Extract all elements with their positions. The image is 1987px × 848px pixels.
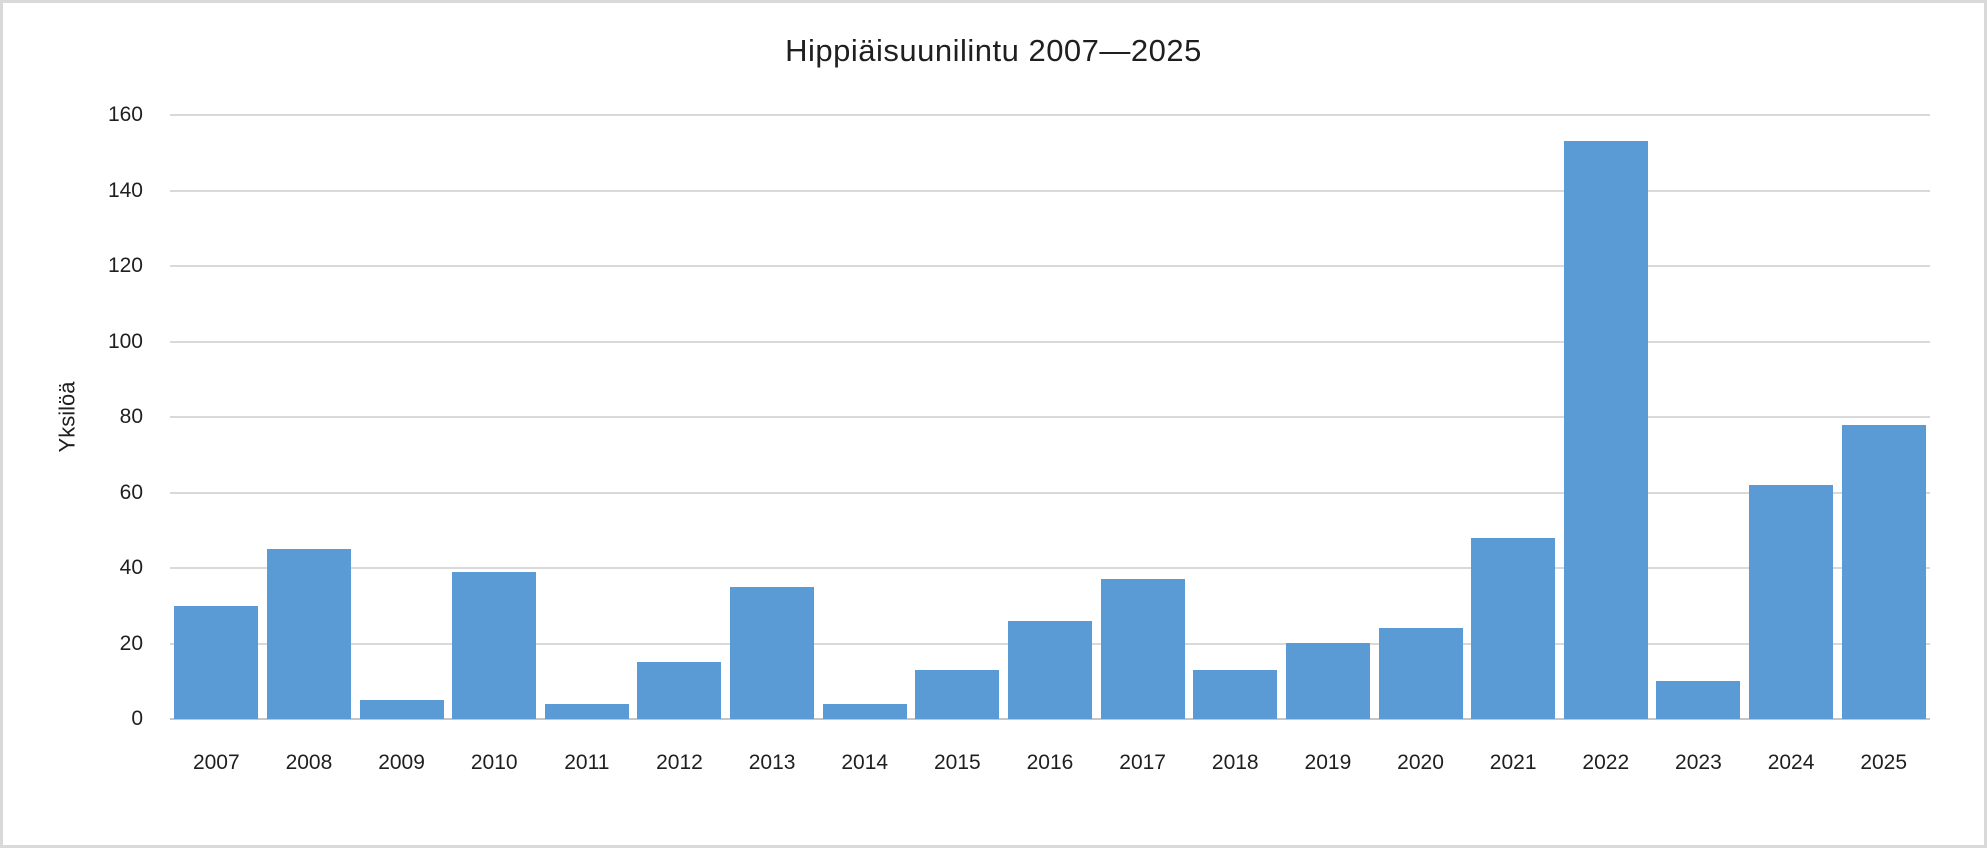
- x-tick-label: 2017: [1119, 751, 1166, 774]
- x-axis-line: [170, 718, 1930, 720]
- x-tick-label: 2008: [285, 751, 333, 774]
- chart-title: Hippiäisuunilintu 2007—2025: [785, 33, 1202, 68]
- gridline: [170, 114, 1930, 116]
- x-tick-label: 2024: [1767, 751, 1815, 774]
- x-tick-label: 2011: [564, 751, 610, 774]
- bar-2023: [1656, 681, 1741, 719]
- y-tick-label: 100: [107, 329, 143, 353]
- bar-2019: [1285, 643, 1370, 719]
- x-tick-label: 2021: [1489, 751, 1537, 774]
- x-tick-label: 2016: [1026, 751, 1074, 774]
- y-tick-label: 20: [119, 631, 143, 655]
- x-tick-label: 2015: [934, 751, 981, 774]
- bar-2016: [1008, 621, 1092, 719]
- bar-2021: [1471, 538, 1556, 719]
- bar-2015: [915, 670, 1000, 719]
- bar-2008: [266, 549, 351, 719]
- bar-2007: [174, 606, 259, 719]
- y-tick-label: 160: [107, 103, 143, 126]
- x-tick-label: 2023: [1675, 751, 1722, 774]
- bar-2014: [822, 704, 907, 719]
- x-tick-label: 2010: [470, 751, 518, 774]
- gridline: [170, 416, 1930, 418]
- gridline: [170, 491, 1930, 494]
- gridline: [170, 189, 1930, 192]
- x-tick-label: 2014: [841, 751, 889, 774]
- bar-2020: [1378, 628, 1463, 719]
- gridline: [170, 567, 1930, 569]
- y-tick-label: 80: [119, 405, 143, 428]
- plot-area: [170, 114, 1930, 720]
- bar-2013: [730, 587, 815, 719]
- gridline: [170, 340, 1930, 343]
- x-tick-label: 2020: [1397, 751, 1444, 774]
- bar-2010: [452, 572, 537, 719]
- x-tick-label: 2013: [748, 751, 796, 774]
- bar-2011: [544, 704, 629, 719]
- x-tick-label: 2012: [656, 751, 703, 774]
- x-tick-label: 2009: [378, 751, 425, 774]
- y-tick-label: 40: [119, 556, 143, 579]
- y-tick-label: 60: [119, 480, 143, 504]
- bar-2012: [637, 662, 722, 719]
- bar-2009: [359, 700, 444, 719]
- y-tick-label: 120: [107, 254, 143, 277]
- bar-2018: [1193, 670, 1278, 719]
- x-tick-label: 2018: [1211, 751, 1259, 774]
- bar-2017: [1100, 579, 1185, 719]
- bar-2022: [1563, 141, 1648, 719]
- bar-2025: [1841, 425, 1926, 719]
- gridline: [170, 265, 1930, 267]
- bar-2024: [1749, 485, 1834, 719]
- x-tick-label: 2022: [1582, 751, 1630, 774]
- x-tick-label: 2025: [1860, 751, 1908, 774]
- y-tick-label: 0: [131, 707, 143, 730]
- x-tick-label: 2007: [192, 751, 240, 774]
- x-tick-label: 2019: [1304, 751, 1352, 774]
- y-tick-label: 140: [107, 178, 143, 202]
